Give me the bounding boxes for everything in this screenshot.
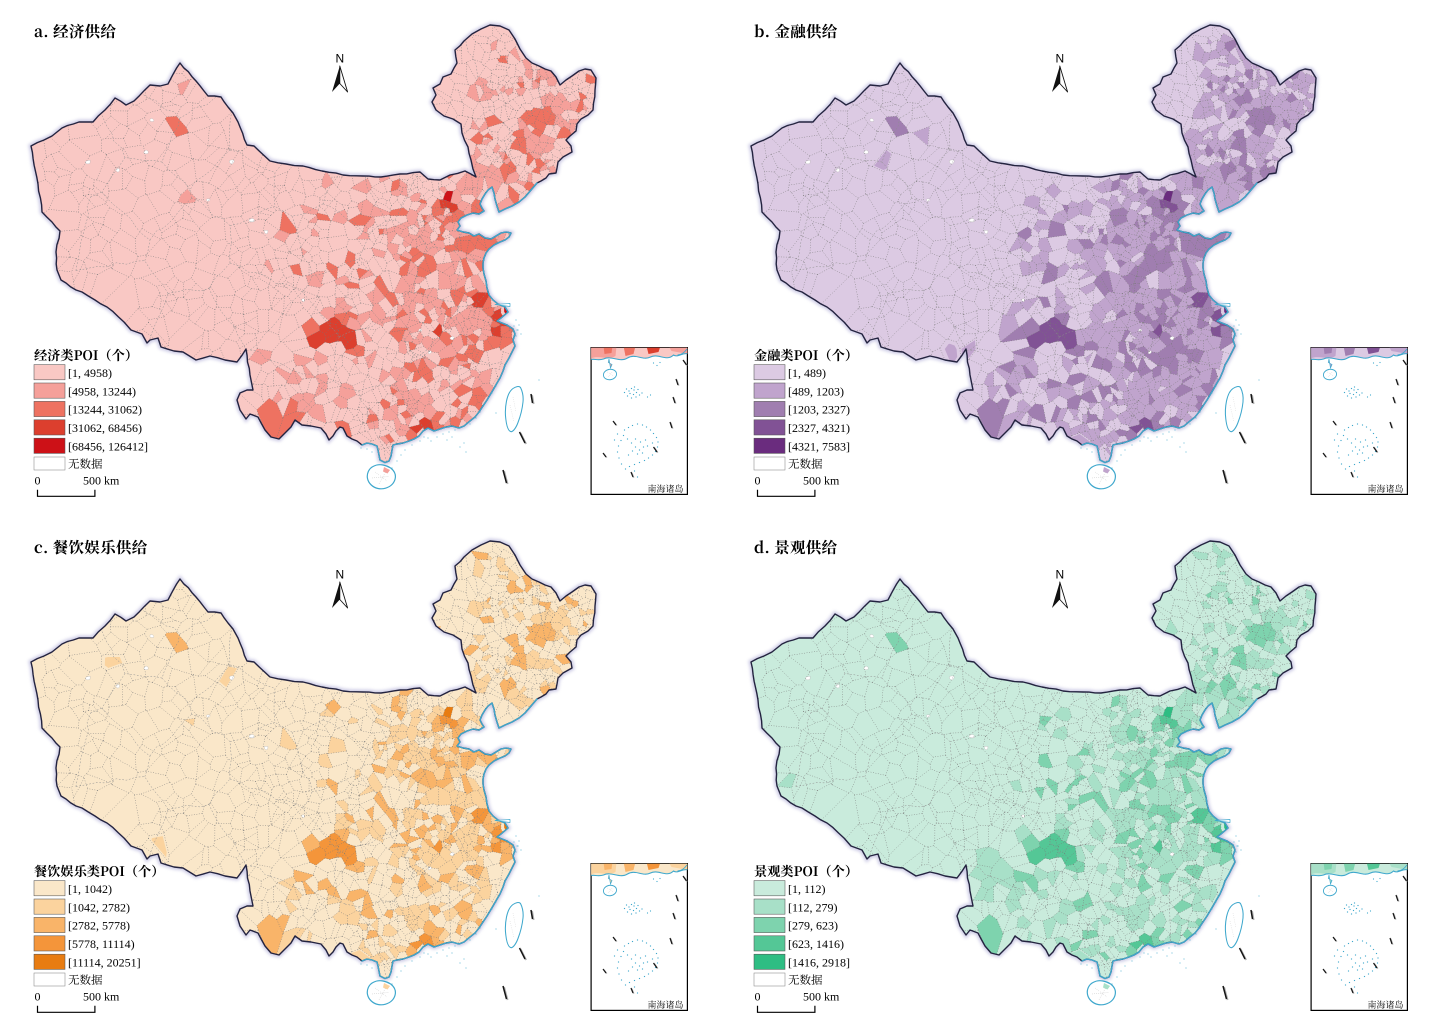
svg-text:[623, 1416): [623, 1416) — [788, 937, 844, 951]
svg-text:N: N — [335, 52, 344, 66]
svg-text:500 km: 500 km — [803, 474, 840, 488]
svg-text:0: 0 — [35, 474, 41, 488]
svg-text:N: N — [1055, 52, 1064, 66]
svg-text:[11114, 20251]: [11114, 20251] — [68, 956, 141, 970]
svg-text:500 km: 500 km — [83, 474, 120, 488]
svg-text:[1042, 2782): [1042, 2782) — [68, 900, 130, 914]
svg-text:[13244, 31062): [13244, 31062) — [68, 403, 142, 417]
svg-text:[4321, 7583]: [4321, 7583] — [788, 440, 850, 454]
svg-text:[68456, 126412]: [68456, 126412] — [68, 440, 148, 454]
svg-text:500 km: 500 km — [803, 990, 840, 1004]
svg-text:0: 0 — [755, 474, 761, 488]
svg-text:500 km: 500 km — [83, 990, 120, 1004]
svg-text:[1416, 2918]: [1416, 2918] — [788, 956, 850, 970]
svg-text:[1203, 2327): [1203, 2327) — [788, 403, 850, 417]
svg-text:[2782, 5778): [2782, 5778) — [68, 919, 130, 933]
svg-text:[4958, 13244): [4958, 13244) — [68, 384, 136, 398]
svg-text:[112, 279): [112, 279) — [788, 900, 838, 914]
svg-text:0: 0 — [35, 990, 41, 1004]
svg-text:[5778, 11114): [5778, 11114) — [68, 937, 135, 951]
svg-text:[1, 489): [1, 489) — [788, 366, 826, 380]
svg-text:[2327, 4321): [2327, 4321) — [788, 421, 850, 435]
svg-text:N: N — [1055, 568, 1064, 582]
svg-text:[1, 1042): [1, 1042) — [68, 882, 112, 896]
svg-text:N: N — [335, 568, 344, 582]
svg-text:[31062, 68456): [31062, 68456) — [68, 421, 142, 435]
svg-text:[1, 4958): [1, 4958) — [68, 366, 112, 380]
svg-text:[1, 112): [1, 112) — [788, 882, 826, 896]
svg-text:0: 0 — [755, 990, 761, 1004]
svg-text:[279, 623): [279, 623) — [788, 919, 838, 933]
svg-text:[489, 1203): [489, 1203) — [788, 384, 844, 398]
